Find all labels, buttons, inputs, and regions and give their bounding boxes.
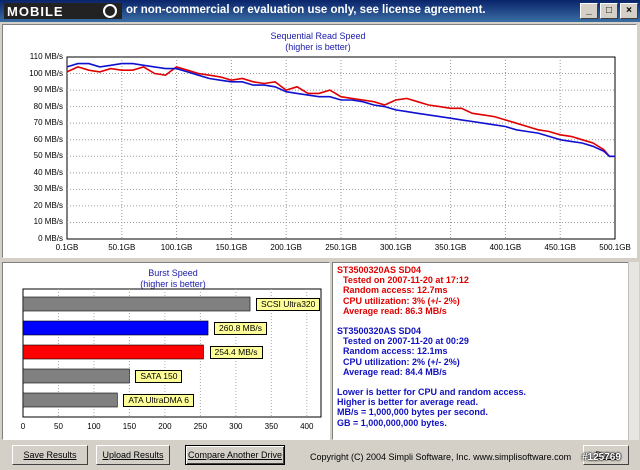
note-line: Lower is better for CPU and random acces… <box>337 387 527 398</box>
drive1-tested: Tested on 2007-11-20 at 17:12 <box>343 275 469 286</box>
seq-y-tick-label: 40 MB/s <box>33 167 63 177</box>
drive2-random-access: Random access: 12.1ms <box>343 346 448 357</box>
seq-y-tick-label: 0 MB/s <box>38 234 63 243</box>
seq-y-tick-label: 80 MB/s <box>33 101 63 111</box>
drive2-cpu: CPU utilization: 2% (+/- 2%) <box>343 356 460 367</box>
drive2-tested: Tested on 2007-11-20 at 00:29 <box>343 336 469 347</box>
seq-chart-subtitle: (higher is better) <box>285 42 351 52</box>
burst-bar-label: SATA 150 <box>135 370 183 383</box>
seq-x-tick-label: 450.1GB <box>544 243 576 252</box>
seq-x-tick-label: 100.1GB <box>160 243 193 252</box>
done-button[interactable]: Done <box>583 445 629 465</box>
sequential-read-chart <box>66 56 616 240</box>
seq-y-tick-label: 100 MB/s <box>29 68 63 78</box>
seq-x-tick-label: 50.1GB <box>108 243 136 252</box>
seq-x-tick-label: 300.1GB <box>380 243 412 252</box>
note-line: Higher is better for average read. <box>337 397 479 408</box>
seq-y-tick-label: 70 MB/s <box>33 118 63 128</box>
window-title: or non-commercial or evaluation use only… <box>126 4 486 16</box>
compare-drive-button[interactable]: Compare Another Drive <box>185 445 285 465</box>
save-results-button[interactable]: Save Results <box>12 445 88 465</box>
mobile-logo: MOBILE <box>4 3 122 19</box>
burst-x-tick-label: 200 <box>158 422 172 431</box>
upload-results-button[interactable]: Upload Results <box>96 445 170 465</box>
close-button[interactable]: × <box>620 3 638 19</box>
burst-bar <box>22 296 251 312</box>
seq-x-tick-label: 150.1GB <box>215 243 248 252</box>
results-info-panel: ST3500320AS SD04 Tested on 2007-11-20 at… <box>332 262 630 440</box>
info-scrollbar[interactable] <box>628 262 639 440</box>
seq-y-tick-label: 20 MB/s <box>33 200 63 210</box>
burst-bar <box>22 392 118 408</box>
seq-x-tick-label: 400.1GB <box>489 243 522 252</box>
drive1-avg: Average read: 86.3 MB/s <box>343 305 447 316</box>
seq-y-tick-label: 10 MB/s <box>33 217 63 227</box>
burst-x-tick-label: 100 <box>87 422 101 431</box>
burst-x-tick-label: 300 <box>229 422 243 431</box>
burst-x-tick-label: 0 <box>20 422 26 431</box>
seq-y-tick-label: 60 MB/s <box>33 134 63 144</box>
burst-x-tick-label: 350 <box>264 422 278 431</box>
burst-bar-label: SCSI Ultra320 <box>256 298 321 311</box>
drive1-cpu: CPU utilization: 3% (+/- 2%) <box>343 295 460 306</box>
sequential-read-panel: Sequential Read Speed (higher is better)… <box>2 24 637 258</box>
burst-speed-chart <box>22 288 322 418</box>
burst-x-tick-label: 50 <box>54 422 63 431</box>
burst-x-tick-label: 250 <box>193 422 208 431</box>
burst-bar-label: ATA UltraDMA 6 <box>123 394 194 407</box>
seq-x-tick-label: 200.1GB <box>270 243 302 252</box>
seq-x-tick-label: 250.1GB <box>325 243 357 252</box>
burst-chart-title: Burst Speed <box>148 268 198 278</box>
seq-x-tick-label: 0.1GB <box>55 243 79 252</box>
burst-bar-label: 260.8 MB/s <box>214 322 268 335</box>
drive1-random-access: Random access: 12.7ms <box>343 285 448 296</box>
seq-series-line-1 <box>66 66 615 158</box>
burst-speed-panel: Burst Speed (higher is better) SCSI Ultr… <box>2 262 330 440</box>
watermark-text: #125769 <box>582 452 621 463</box>
maximize-button[interactable]: □ <box>600 3 618 19</box>
seq-y-tick-label: 90 MB/s <box>33 85 63 95</box>
note-line: GB = 1,000,000,000 bytes. <box>337 417 447 428</box>
copyright-text: Copyright (C) 2004 Simpli Software, Inc.… <box>310 452 572 462</box>
minimize-button[interactable]: _ <box>580 3 598 19</box>
burst-bar <box>22 368 130 384</box>
seq-x-tick-label: 500.1GB <box>599 243 631 252</box>
drive2-avg: Average read: 84.4 MB/s <box>343 366 447 377</box>
burst-x-tick-label: 150 <box>122 422 137 431</box>
seq-series-line-2 <box>66 62 615 158</box>
seq-y-tick-label: 30 MB/s <box>33 184 63 194</box>
burst-bar <box>22 344 204 360</box>
burst-bar-label: 254.4 MB/s <box>209 346 263 359</box>
seq-chart-title: Sequential Read Speed <box>270 31 366 41</box>
burst-chart-subtitle: (higher is better) <box>140 279 206 289</box>
drive2-name: ST3500320AS SD04 <box>337 326 422 337</box>
seq-x-tick-label: 350.1GB <box>434 243 467 252</box>
svg-text:MOBILE: MOBILE <box>7 4 64 19</box>
drive1-name: ST3500320AS SD04 <box>337 265 422 275</box>
burst-bar <box>22 320 209 336</box>
seq-y-tick-label: 110 MB/s <box>29 52 63 61</box>
burst-x-tick-label: 400 <box>300 422 314 431</box>
seq-y-tick-label: 50 MB/s <box>33 151 63 161</box>
note-line: MB/s = 1,000,000 bytes per second. <box>337 407 488 418</box>
title-bar: MOBILE or non-commercial or evaluation u… <box>0 0 640 22</box>
